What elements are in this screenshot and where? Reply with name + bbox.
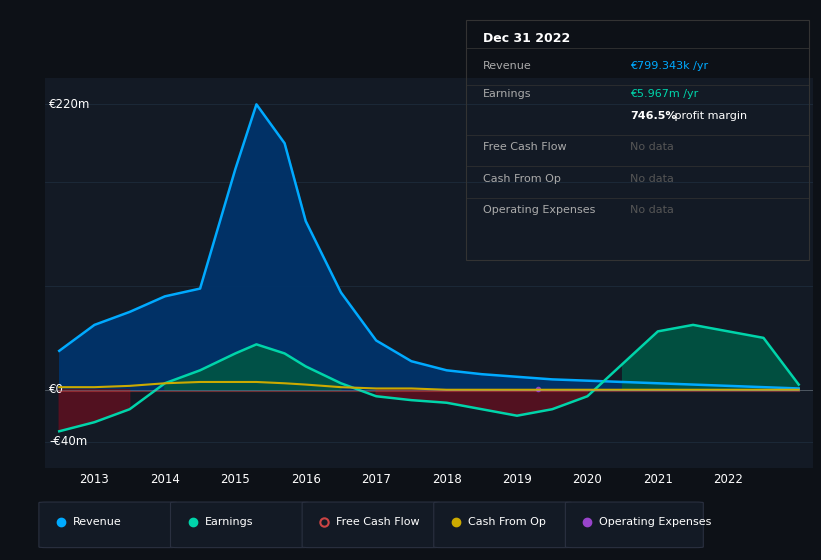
Text: No data: No data (631, 142, 674, 152)
Text: No data: No data (631, 174, 674, 184)
FancyBboxPatch shape (433, 502, 571, 548)
Text: profit margin: profit margin (672, 111, 748, 121)
FancyBboxPatch shape (171, 502, 309, 548)
Text: Cash From Op: Cash From Op (468, 517, 545, 528)
Text: Operating Expenses: Operating Expenses (483, 205, 595, 215)
Text: Revenue: Revenue (73, 517, 122, 528)
Text: Dec 31 2022: Dec 31 2022 (483, 31, 570, 45)
Text: 746.5%: 746.5% (631, 111, 677, 121)
Text: Free Cash Flow: Free Cash Flow (336, 517, 420, 528)
Text: €0: €0 (49, 383, 64, 396)
Text: €799.343k /yr: €799.343k /yr (631, 60, 709, 71)
FancyBboxPatch shape (566, 502, 704, 548)
Text: Revenue: Revenue (483, 60, 531, 71)
Text: Earnings: Earnings (483, 90, 531, 100)
Text: No data: No data (631, 205, 674, 215)
Text: -€40m: -€40m (49, 435, 87, 448)
Text: Free Cash Flow: Free Cash Flow (483, 142, 566, 152)
Text: Operating Expenses: Operating Expenses (599, 517, 712, 528)
Text: Earnings: Earnings (204, 517, 253, 528)
FancyBboxPatch shape (302, 502, 440, 548)
FancyBboxPatch shape (39, 502, 177, 548)
Text: €5.967m /yr: €5.967m /yr (631, 90, 699, 100)
Text: Cash From Op: Cash From Op (483, 174, 561, 184)
Text: €220m: €220m (49, 98, 90, 111)
